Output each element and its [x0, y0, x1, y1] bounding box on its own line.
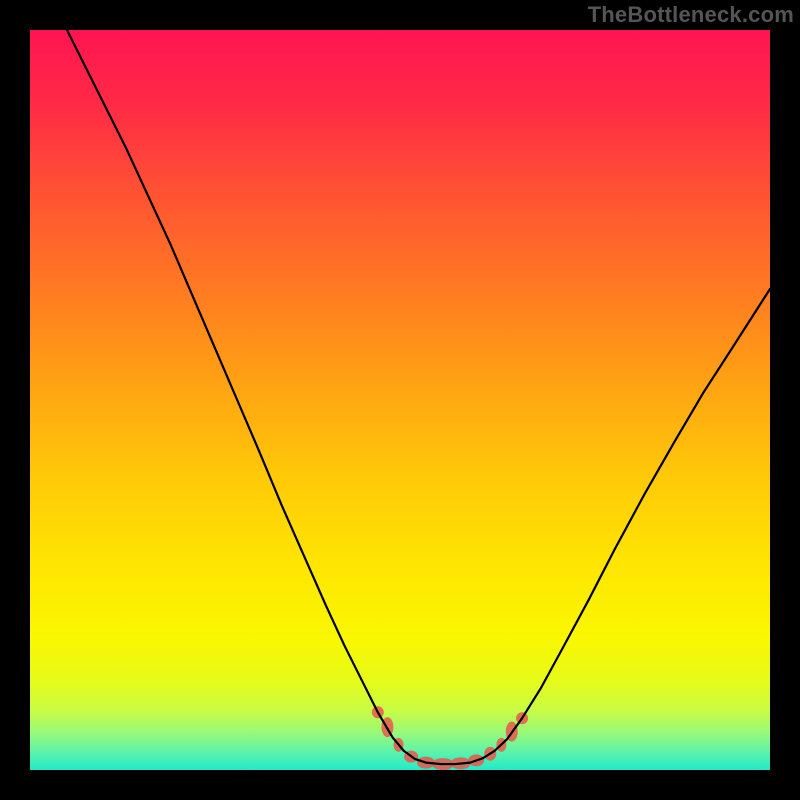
watermark-label: TheBottleneck.com: [588, 2, 794, 28]
chart-svg: [0, 0, 800, 800]
chart-frame: TheBottleneck.com: [0, 0, 800, 800]
plot-background: [30, 30, 770, 770]
